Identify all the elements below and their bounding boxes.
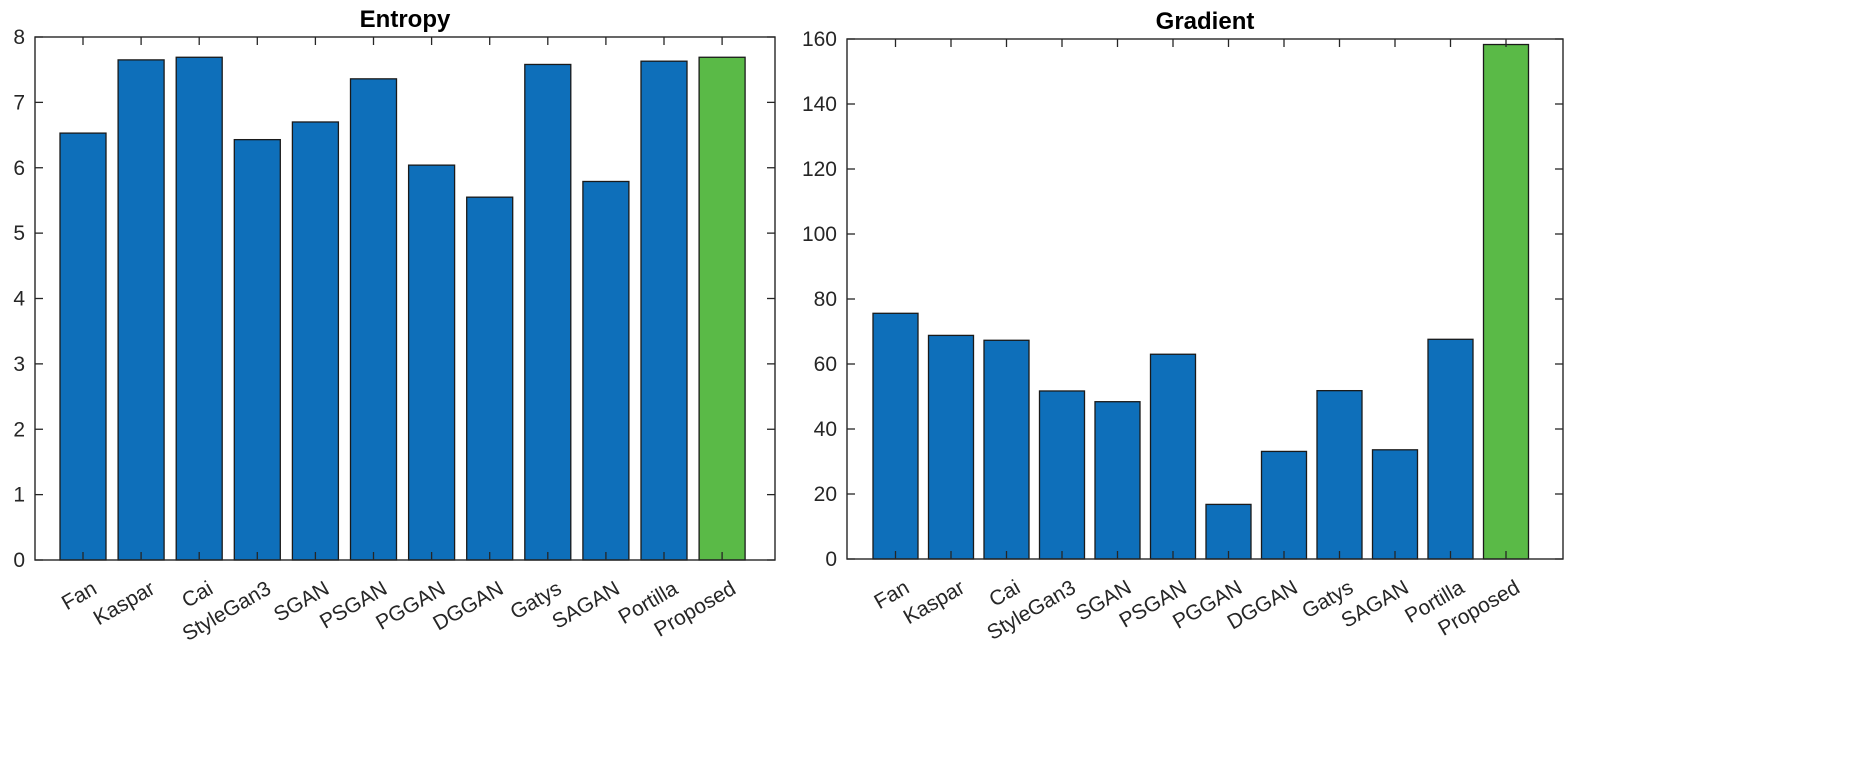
gradient-ytick-label-80: 80 bbox=[814, 288, 837, 311]
gradient-ytick-label-60: 60 bbox=[814, 353, 837, 376]
entropy-ytick-label-7: 7 bbox=[13, 91, 25, 114]
gradient-ytick-label-40: 40 bbox=[814, 418, 837, 441]
entropy-bar-cai bbox=[175, 56, 223, 561]
gradient-bar-proposed bbox=[1482, 43, 1530, 560]
gradient-bar-dggan bbox=[1260, 450, 1308, 560]
entropy-bar-dggan bbox=[466, 196, 514, 561]
entropy-bar-sagan bbox=[582, 180, 630, 561]
entropy-category-label-sagan: SAGAN bbox=[548, 577, 623, 634]
entropy-ytick-label-3: 3 bbox=[13, 353, 25, 376]
gradient-ytick-label-160: 160 bbox=[802, 28, 837, 51]
entropy-bar-stylegan3 bbox=[233, 138, 281, 561]
gradient-bar-psgan bbox=[1149, 353, 1197, 560]
entropy-bar-kaspar bbox=[117, 59, 165, 561]
entropy-ytick-label-2: 2 bbox=[13, 418, 25, 441]
gradient-ytick-label-100: 100 bbox=[802, 223, 837, 246]
entropy-ytick-label-1: 1 bbox=[13, 484, 25, 507]
gradient-bar-stylegan3 bbox=[1038, 390, 1086, 560]
gradient-bar-sagan bbox=[1371, 449, 1419, 560]
entropy-bar-gatys bbox=[524, 63, 572, 561]
entropy-bar-psgan bbox=[349, 78, 398, 561]
entropy-bar-fan bbox=[59, 132, 107, 561]
entropy-bar-portilla bbox=[640, 60, 688, 561]
entropy-ytick-label-8: 8 bbox=[13, 26, 25, 49]
gradient-bar-pggan bbox=[1205, 503, 1252, 560]
gradient-bar-kaspar bbox=[927, 334, 975, 560]
gradient-bar-sgan bbox=[1094, 401, 1141, 560]
gradient-bar-fan bbox=[872, 312, 919, 560]
gradient-ytick-label-140: 140 bbox=[802, 93, 837, 116]
gradient-bar-portilla bbox=[1427, 338, 1474, 560]
gradient-ytick-label-0: 0 bbox=[825, 548, 837, 571]
entropy-bar-proposed bbox=[698, 56, 746, 561]
entropy-chart-title: Entropy bbox=[360, 6, 451, 33]
gradient-ytick-label-120: 120 bbox=[802, 158, 837, 181]
entropy-bar-sgan bbox=[291, 121, 340, 561]
entropy-category-label-kaspar: Kaspar bbox=[90, 577, 159, 630]
gradient-bar-cai bbox=[983, 339, 1030, 560]
entropy-bar-pggan bbox=[407, 164, 456, 561]
entropy-ytick-label-5: 5 bbox=[13, 222, 25, 245]
gradient-ytick-label-20: 20 bbox=[814, 483, 837, 506]
entropy-ytick-label-4: 4 bbox=[13, 288, 25, 311]
gradient-category-label-kaspar: Kaspar bbox=[900, 576, 969, 629]
entropy-ytick-label-0: 0 bbox=[13, 549, 25, 572]
gradient-chart-title: Gradient bbox=[1156, 8, 1255, 35]
gradient-bar-gatys bbox=[1316, 389, 1363, 560]
entropy-ytick-label-6: 6 bbox=[13, 157, 25, 180]
